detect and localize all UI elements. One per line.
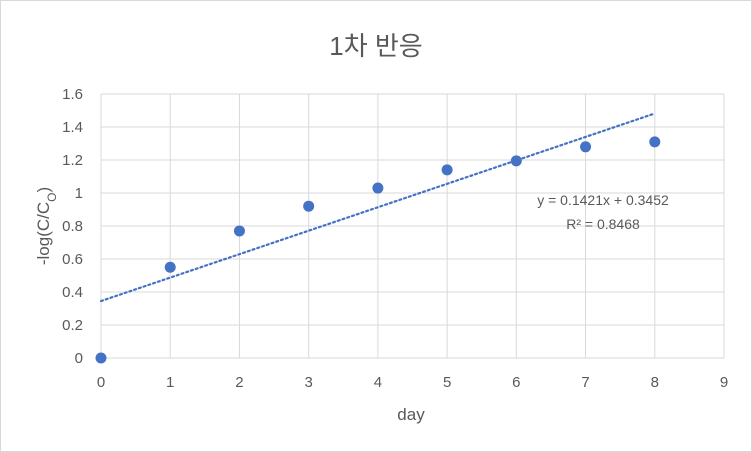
data-point (372, 182, 384, 194)
x-tick-label: 5 (443, 374, 451, 391)
y-tick-label: 0.8 (62, 218, 83, 235)
x-tick-label: 1 (166, 374, 174, 391)
trendline (99, 112, 656, 303)
data-points (95, 136, 661, 364)
y-tick-label: 0.2 (62, 317, 83, 334)
x-tick-label: 8 (651, 374, 659, 391)
y-tick-labels: 0 0.2 0.4 0.6 0.8 1 1.2 1.4 1.6 (62, 86, 83, 367)
y-tick-label: 0 (75, 350, 83, 367)
y-tick-label: 1 (75, 185, 83, 202)
y-tick-label: 0.4 (62, 284, 83, 301)
grid (100, 93, 725, 359)
data-point (303, 200, 315, 212)
trendline-equation: y = 0.1421x + 0.3452 (537, 192, 669, 208)
x-tick-labels: 0 1 2 3 4 5 6 7 8 9 (97, 374, 728, 391)
x-axis-label: day (397, 405, 425, 424)
y-tick-label: 1.2 (62, 152, 83, 169)
trendline-group (99, 112, 656, 303)
y-tick-label: 0.6 (62, 251, 83, 268)
chart-title: 1차 반응 (329, 31, 422, 61)
x-tick-label: 4 (374, 374, 382, 391)
data-point (580, 141, 592, 153)
y-axis-label: -log(C/CO) (34, 187, 59, 265)
x-tick-label: 3 (304, 374, 312, 391)
x-tick-label: 6 (512, 374, 520, 391)
data-point (164, 261, 176, 273)
data-point (510, 155, 522, 167)
data-point (649, 136, 661, 148)
x-tick-label: 7 (581, 374, 589, 391)
y-tick-label: 1.6 (62, 86, 83, 103)
y-tick-label: 1.4 (62, 119, 83, 136)
data-point (233, 225, 245, 237)
data-point (95, 352, 107, 364)
x-tick-label: 2 (235, 374, 243, 391)
x-tick-label: 0 (97, 374, 105, 391)
data-point (441, 164, 453, 176)
y-axis-label-subscript: O (45, 193, 59, 202)
y-axis-label-close: ) (34, 187, 53, 193)
trendline-r-squared: R² = 0.8468 (566, 216, 640, 232)
x-tick-label: 9 (720, 374, 728, 391)
y-axis-label-main: -log(C/C (34, 202, 53, 265)
